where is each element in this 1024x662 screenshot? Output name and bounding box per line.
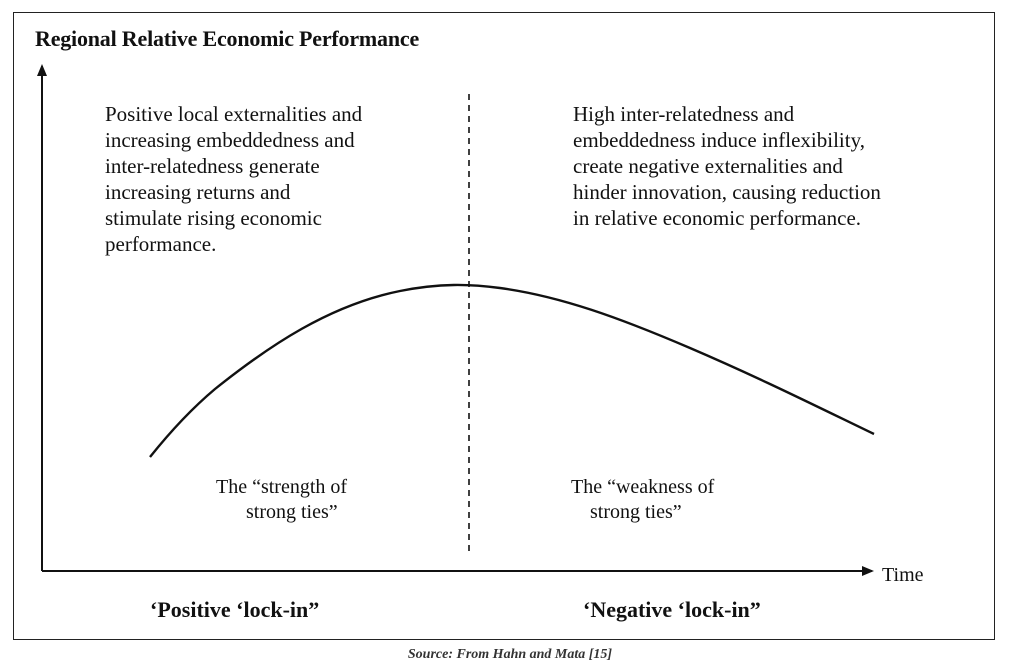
source-caption: Source: From Hahn and Mata [15] [407,648,613,662]
ties-label-line: strong ties” [246,501,338,523]
diagram-frame [13,12,995,640]
right-phase-description: High inter-relatedness and embeddedness … [573,101,881,231]
ties-label-line: strong ties” [590,501,682,523]
strength-of-strong-ties-label: The “strength of strong ties” [216,475,347,525]
weakness-of-strong-ties-label: The “weakness of strong ties” [571,475,714,525]
left-description-line: increasing returns and [105,180,291,204]
left-description-line: inter-relatedness generate [105,154,320,178]
left-description-line: performance. [105,232,217,256]
left-description-line: increasing embeddedness and [105,128,355,152]
negative-lock-in-label: ‘Negative ‘lock-in” [583,597,761,622]
right-description-line: hinder innovation, causing reduction [573,180,881,204]
right-description-line: embeddedness induce inflexibility, [573,128,865,152]
performance-curve [149,283,875,458]
right-description-line: create negative externalities and [573,154,843,178]
left-description-line: Positive local externalities and [105,102,363,126]
left-description-line: stimulate rising economic [105,206,322,230]
right-description-line: High inter-relatedness and [573,102,795,126]
x-axis-title: Time [882,564,924,586]
positive-lock-in-label: ‘Positive ‘lock-in” [150,597,320,622]
left-phase-description: Positive local externalities and increas… [105,101,362,257]
ties-label-line: The “strength of [216,476,348,498]
y-axis-title: Regional Relative Economic Performance [35,26,420,51]
ties-label-line: The “weakness of [571,476,715,498]
right-description-line: in relative economic performance. [573,206,862,230]
